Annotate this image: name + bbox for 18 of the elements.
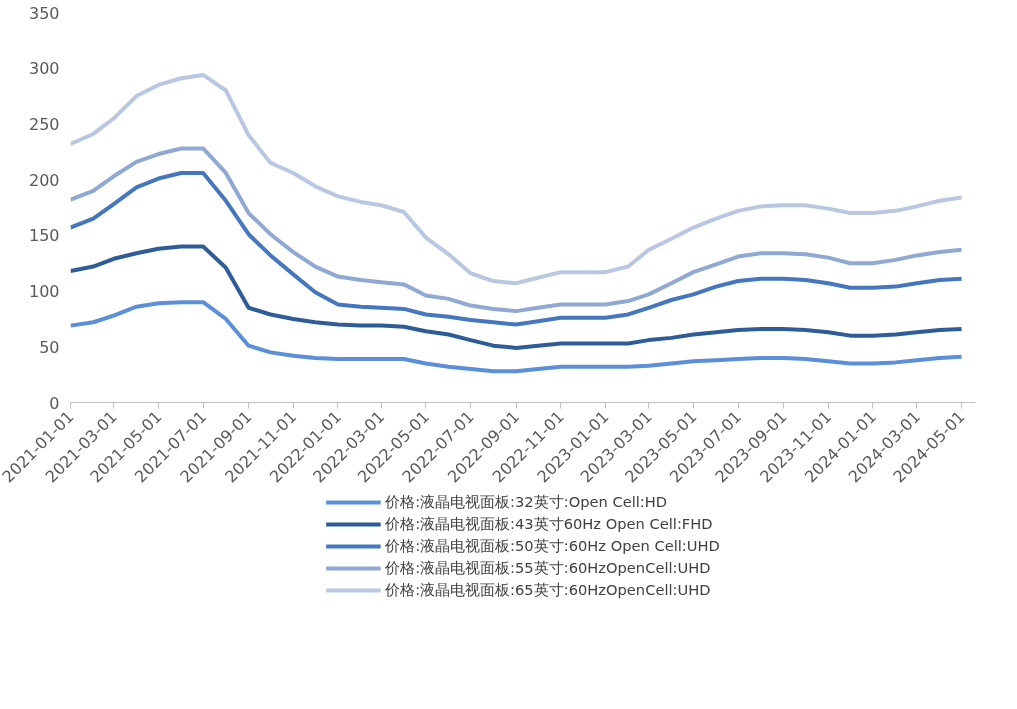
line-series bbox=[70, 170, 964, 327]
legend-label: 价格:液晶电视面板:55英寸:60HzOpenCell:UHD bbox=[385, 558, 711, 578]
y-tick-label: 250 bbox=[28, 114, 60, 134]
line-series bbox=[70, 72, 964, 286]
y-tick-label: 50 bbox=[39, 337, 60, 357]
line-series bbox=[70, 244, 964, 350]
y-tick-label: 150 bbox=[28, 226, 60, 246]
y-tick-label: 300 bbox=[28, 59, 60, 79]
line-series bbox=[70, 300, 964, 374]
y-tick-label: 0 bbox=[49, 393, 60, 413]
legend-label: 价格:液晶电视面板:50英寸:60Hz Open Cell:UHD bbox=[385, 536, 720, 556]
legend-label: 价格:液晶电视面板:65英寸:60HzOpenCell:UHD bbox=[385, 580, 711, 600]
y-tick-label: 350 bbox=[28, 3, 60, 23]
y-tick-label: 200 bbox=[28, 170, 60, 190]
legend-label: 价格:液晶电视面板:43英寸60Hz Open Cell:FHD bbox=[385, 514, 713, 534]
legend-label: 价格:液晶电视面板:32英寸:Open Cell:HD bbox=[385, 492, 668, 512]
y-tick-label: 100 bbox=[28, 282, 60, 302]
line-series bbox=[70, 146, 964, 314]
